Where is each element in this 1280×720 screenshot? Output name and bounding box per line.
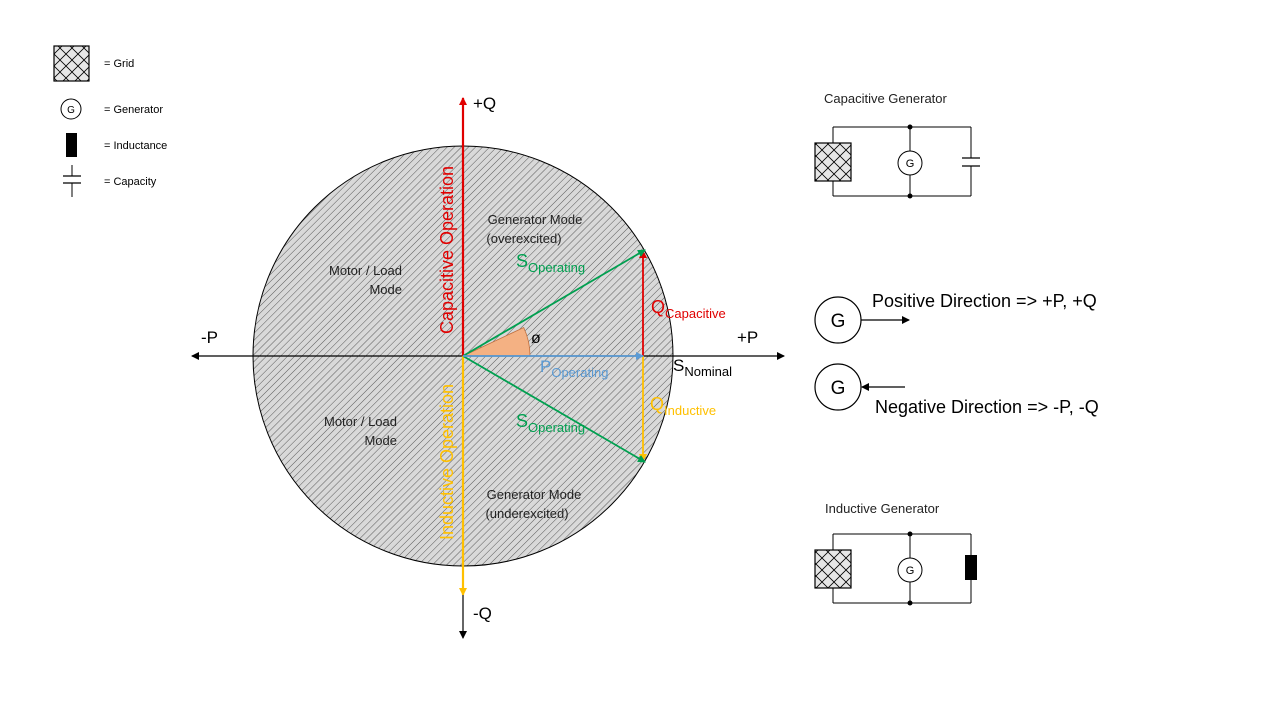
inductive-generator-title: Inductive Generator [825,501,940,516]
legend-grid-label: = Grid [104,58,134,70]
legend-inductance-label: = Inductance [104,140,167,152]
grid-icon [814,142,852,182]
motor-load-bottom-line1: Motor / Load [324,414,397,429]
p-operating-label: POperating [540,357,608,380]
svg-text:G: G [906,158,915,170]
legend-capacity-label: = Capacity [104,176,157,188]
s-operating-vector-lower [462,355,646,463]
grid-icon [814,549,852,589]
generator-underexcited-line2: (underexcited) [485,506,568,521]
minus-p-label: -P [201,328,218,347]
s-operating-upper-label: SOperating [516,251,585,275]
legend-generator-label: = Generator [104,104,163,116]
phi-label: ø [531,330,541,347]
direction-convention: G Positive Direction => +P, +Q G Negativ… [814,291,1099,417]
generator-overexcited-line1: Generator Mode [488,212,583,227]
motor-load-top-line1: Motor / Load [329,263,402,278]
svg-text:G: G [831,311,846,332]
generator-icon: G [897,557,923,583]
generator-underexcited-line1: Generator Mode [487,487,582,502]
s-operating-lower-label: SOperating [516,411,585,435]
q-capacitive-label: QCapacitive [651,297,726,321]
generator-symbol-icon: G [60,98,82,120]
pq-circle-diagram: +Q -Q +P -P Capacitive Operation Inducti… [191,94,785,639]
svg-text:G: G [831,378,846,399]
inductance-icon [965,534,977,603]
legend: = Grid G = Generator = Inductance = Capa… [53,45,167,197]
plus-p-label: +P [737,328,758,347]
svg-text:G: G [906,565,915,577]
inductive-operation-label: Inductive Operation [437,384,457,540]
capacitor-icon [962,127,980,196]
generator-overexcited-line2: (overexcited) [486,231,561,246]
plus-q-label: +Q [473,94,496,113]
generator-negative-icon: G [814,363,862,411]
legend-generator-symbol: G [67,105,75,116]
positive-direction-label: Positive Direction => +P, +Q [872,291,1097,311]
inductance-symbol-icon [66,133,77,157]
s-operating-vector-upper [462,249,646,357]
minus-q-label: -Q [473,604,492,623]
motor-load-bottom-line2: Mode [364,433,397,448]
capacitive-operation-label: Capacitive Operation [437,166,457,334]
generator-icon: G [897,150,923,176]
s-nominal-label: SNominal [673,356,732,379]
capacitive-generator-circuit: Capacitive Generator G [814,91,980,199]
generator-positive-icon: G [814,296,862,344]
inductive-generator-circuit: Inductive Generator G [814,501,977,606]
capacitor-symbol-icon [63,165,81,197]
negative-direction-label: Negative Direction => -P, -Q [875,397,1099,417]
motor-load-top-line2: Mode [369,282,402,297]
grid-symbol-icon [53,45,90,82]
q-inductive-label: QInductive [650,394,716,418]
capacitive-generator-title: Capacitive Generator [824,91,948,106]
